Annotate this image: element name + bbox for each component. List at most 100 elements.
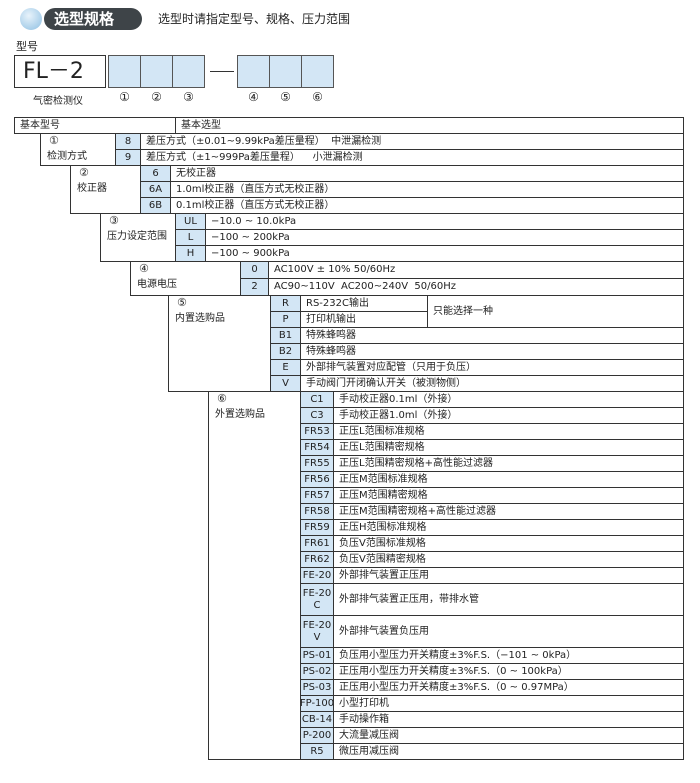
model-box [172, 55, 205, 88]
option-code: FE-20 V [300, 615, 334, 648]
option-description: AC90~110V AC200~240V 50/60Hz [268, 278, 684, 296]
option-description: 正压用小型压力开关精度±3%F.S.（0 ~ 0.97MPa） [333, 679, 684, 696]
position-label: ④ [248, 90, 259, 104]
option-description: 负压V范围精密规格 [333, 551, 684, 568]
option-note: 只能选择一种 [427, 295, 684, 328]
option-description: 正压用小型压力开关精度±3%F.S.（0 ~ 100kPa） [333, 663, 684, 680]
option-code: C1 [300, 391, 334, 408]
option-description: 负压用小型压力开关精度±3%F.S.（−101 ~ 0kPa） [333, 647, 684, 664]
option-description: 外部排气装置正压用 [333, 567, 684, 584]
option-description: 差压方式（±1~999Pa差压量程） 小泄漏检测 [140, 149, 684, 166]
option-code: P [270, 311, 301, 328]
option-code: 6 [140, 165, 171, 182]
option-code: B1 [270, 327, 301, 344]
option-description: 手动操作箱 [333, 711, 684, 728]
option-code: FE-20 C [300, 583, 334, 616]
option-description: 正压M范围标准规格 [333, 471, 684, 488]
option-code: FR53 [300, 423, 334, 440]
header-cell: 基本型号 [14, 117, 176, 134]
position-label: ② [151, 90, 162, 104]
option-description: 特殊蜂鸣器 [300, 327, 684, 344]
model-box [237, 55, 270, 88]
model-prefix: FL－2 [14, 55, 106, 88]
option-code: 0 [240, 261, 269, 279]
model-sub-label: 气密检测仪 [33, 96, 83, 107]
option-code: FR54 [300, 439, 334, 456]
group-name: 校正器 [77, 183, 107, 194]
dash [210, 71, 234, 72]
option-code: FR57 [300, 487, 334, 504]
model-box [140, 55, 173, 88]
option-code: 8 [115, 133, 141, 150]
option-description: 大流量减压阀 [333, 727, 684, 744]
option-description: 正压M范围精密规格+高性能过滤器 [333, 503, 684, 520]
group-name: 电源电压 [137, 279, 177, 290]
group-number: ② [79, 166, 89, 179]
option-code: V [270, 375, 301, 392]
option-code: H [175, 245, 206, 262]
option-code: C3 [300, 407, 334, 424]
option-code: FE-20 [300, 567, 334, 584]
option-code: L [175, 229, 206, 246]
group-number: ① [49, 134, 59, 147]
subtitle: 选型时请指定型号、规格、压力范围 [158, 12, 351, 26]
model-box [108, 55, 141, 88]
option-description: 手动校正器1.0ml（外接） [333, 407, 684, 424]
group-name: 内置选购品 [175, 313, 225, 324]
model-box [269, 55, 302, 88]
option-code: FR56 [300, 471, 334, 488]
option-code: P-200 [300, 727, 334, 744]
option-description: 1.0ml校正器（直压方式无校正器） [170, 181, 684, 198]
option-description: −100 ~ 200kPa [205, 229, 684, 246]
option-code: FR61 [300, 535, 334, 552]
option-code: 2 [240, 278, 269, 296]
option-description: 打印机输出 [300, 311, 428, 328]
option-code: FR62 [300, 551, 334, 568]
option-code: E [270, 359, 301, 376]
position-label: ③ [183, 90, 194, 104]
option-code: PS-01 [300, 647, 334, 664]
title-bullet [20, 8, 42, 30]
option-description: −10.0 ~ 10.0kPa [205, 213, 684, 230]
option-description: 正压L范围精密规格 [333, 439, 684, 456]
header-cell: 基本选型 [175, 117, 684, 134]
model-label: 型号 [16, 40, 38, 53]
option-description: 手动阀门开闭确认开关（被测物侧） [300, 375, 684, 392]
group-name: 外置选购品 [215, 409, 265, 420]
option-description: 外部排气装置正压用，带排水管 [333, 583, 684, 616]
group-name: 压力设定范围 [107, 231, 167, 242]
group-number: ⑤ [177, 296, 187, 309]
option-description: 正压L范围标准规格 [333, 423, 684, 440]
position-label: ⑤ [280, 90, 291, 104]
option-description: 微压用减压阀 [333, 743, 684, 760]
option-code: 9 [115, 149, 141, 166]
option-description: 外部排气装置对应配管（只用于负压） [300, 359, 684, 376]
option-code: FP-100 [300, 695, 334, 712]
option-description: 小型打印机 [333, 695, 684, 712]
option-description: 差压方式（±0.01~9.99kPa差压量程） 中泄漏检测 [140, 133, 684, 150]
group-number: ④ [139, 262, 149, 275]
option-code: R [270, 295, 301, 312]
option-code: CB-14 [300, 711, 334, 728]
option-description: 0.1ml校正器（直压方式无校正器） [170, 197, 684, 214]
group-name: 检测方式 [47, 151, 87, 162]
option-description: 正压L范围精密规格+高性能过滤器 [333, 455, 684, 472]
position-label: ① [119, 90, 130, 104]
option-description: 无校正器 [170, 165, 684, 182]
model-box [301, 55, 334, 88]
option-code: 6A [140, 181, 171, 198]
group-number: ⑥ [217, 392, 227, 405]
option-code: 6B [140, 197, 171, 214]
option-code: PS-03 [300, 679, 334, 696]
option-code: FR55 [300, 455, 334, 472]
option-code: FR59 [300, 519, 334, 536]
option-description: 特殊蜂鸣器 [300, 343, 684, 360]
option-description: RS-232C输出 [300, 295, 428, 312]
position-label: ⑥ [312, 90, 323, 104]
option-description: 正压M范围精密规格 [333, 487, 684, 504]
option-code: R5 [300, 743, 334, 760]
group-number: ③ [109, 214, 119, 227]
option-description: −100 ~ 900kPa [205, 245, 684, 262]
option-description: 负压V范围标准规格 [333, 535, 684, 552]
